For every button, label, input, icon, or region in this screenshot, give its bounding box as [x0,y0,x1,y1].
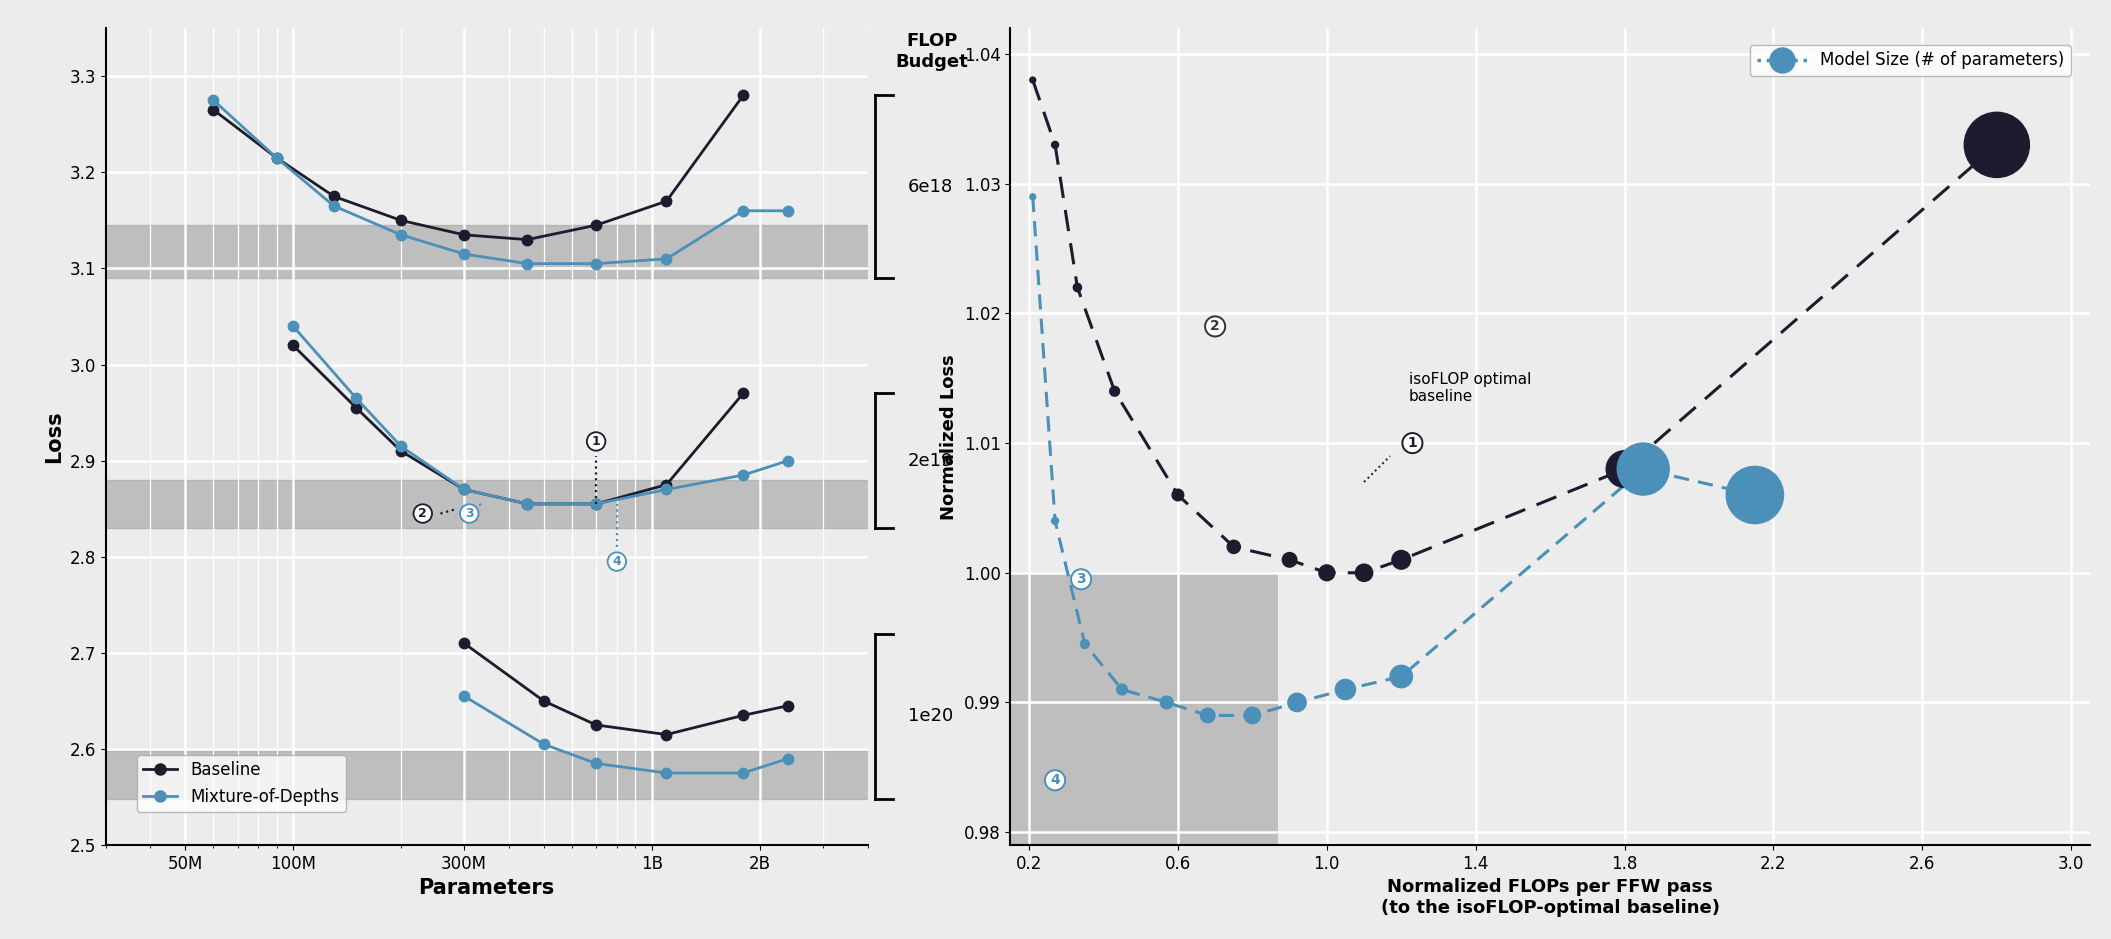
Text: 1: 1 [1408,436,1416,450]
Point [1385,552,1419,567]
Point [1279,695,1313,710]
Point [1191,708,1224,723]
Point [1098,384,1131,399]
Text: 2: 2 [418,507,426,520]
Point [1980,137,2014,152]
Text: 3: 3 [464,507,473,520]
Text: 1e20: 1e20 [908,707,952,725]
Legend: Model Size (# of parameters): Model Size (# of parameters) [1750,45,2071,76]
Point [1039,514,1072,529]
Text: FLOP
Budget: FLOP Budget [895,32,969,71]
Y-axis label: Loss: Loss [44,410,63,463]
Point [1385,669,1419,684]
Point [1311,565,1345,580]
Point [1347,565,1381,580]
Text: 3: 3 [1077,572,1085,586]
Point [1737,487,1771,502]
Bar [106,751,868,799]
Point [1328,682,1362,697]
Point [1625,462,1659,477]
Text: 2e19: 2e19 [908,452,952,470]
Point [1609,462,1642,477]
X-axis label: Parameters: Parameters [418,878,555,899]
Point [1106,682,1140,697]
Text: 4: 4 [612,555,621,568]
Point [1161,487,1195,502]
Point [1015,190,1049,205]
Point [1216,539,1250,554]
Point [1235,708,1269,723]
Point [1068,637,1102,652]
Point [1273,552,1307,567]
Bar [1011,573,1279,845]
Text: isoFLOP optimal
baseline: isoFLOP optimal baseline [1408,372,1530,404]
X-axis label: Normalized FLOPs per FFW pass
(to the isoFLOP-optimal baseline): Normalized FLOPs per FFW pass (to the is… [1381,878,1720,917]
Text: 2: 2 [1210,319,1220,333]
Legend: Baseline, Mixture-of-Depths: Baseline, Mixture-of-Depths [137,755,346,812]
Point [1015,72,1049,87]
Point [1039,137,1072,152]
Text: 4: 4 [1049,773,1060,787]
Bar [106,225,868,278]
Bar [106,480,868,528]
Text: 6e18: 6e18 [908,177,952,195]
Point [1150,695,1184,710]
Y-axis label: Normalized Loss: Normalized Loss [939,354,958,519]
Point [1060,280,1093,295]
Text: 1: 1 [591,435,600,448]
